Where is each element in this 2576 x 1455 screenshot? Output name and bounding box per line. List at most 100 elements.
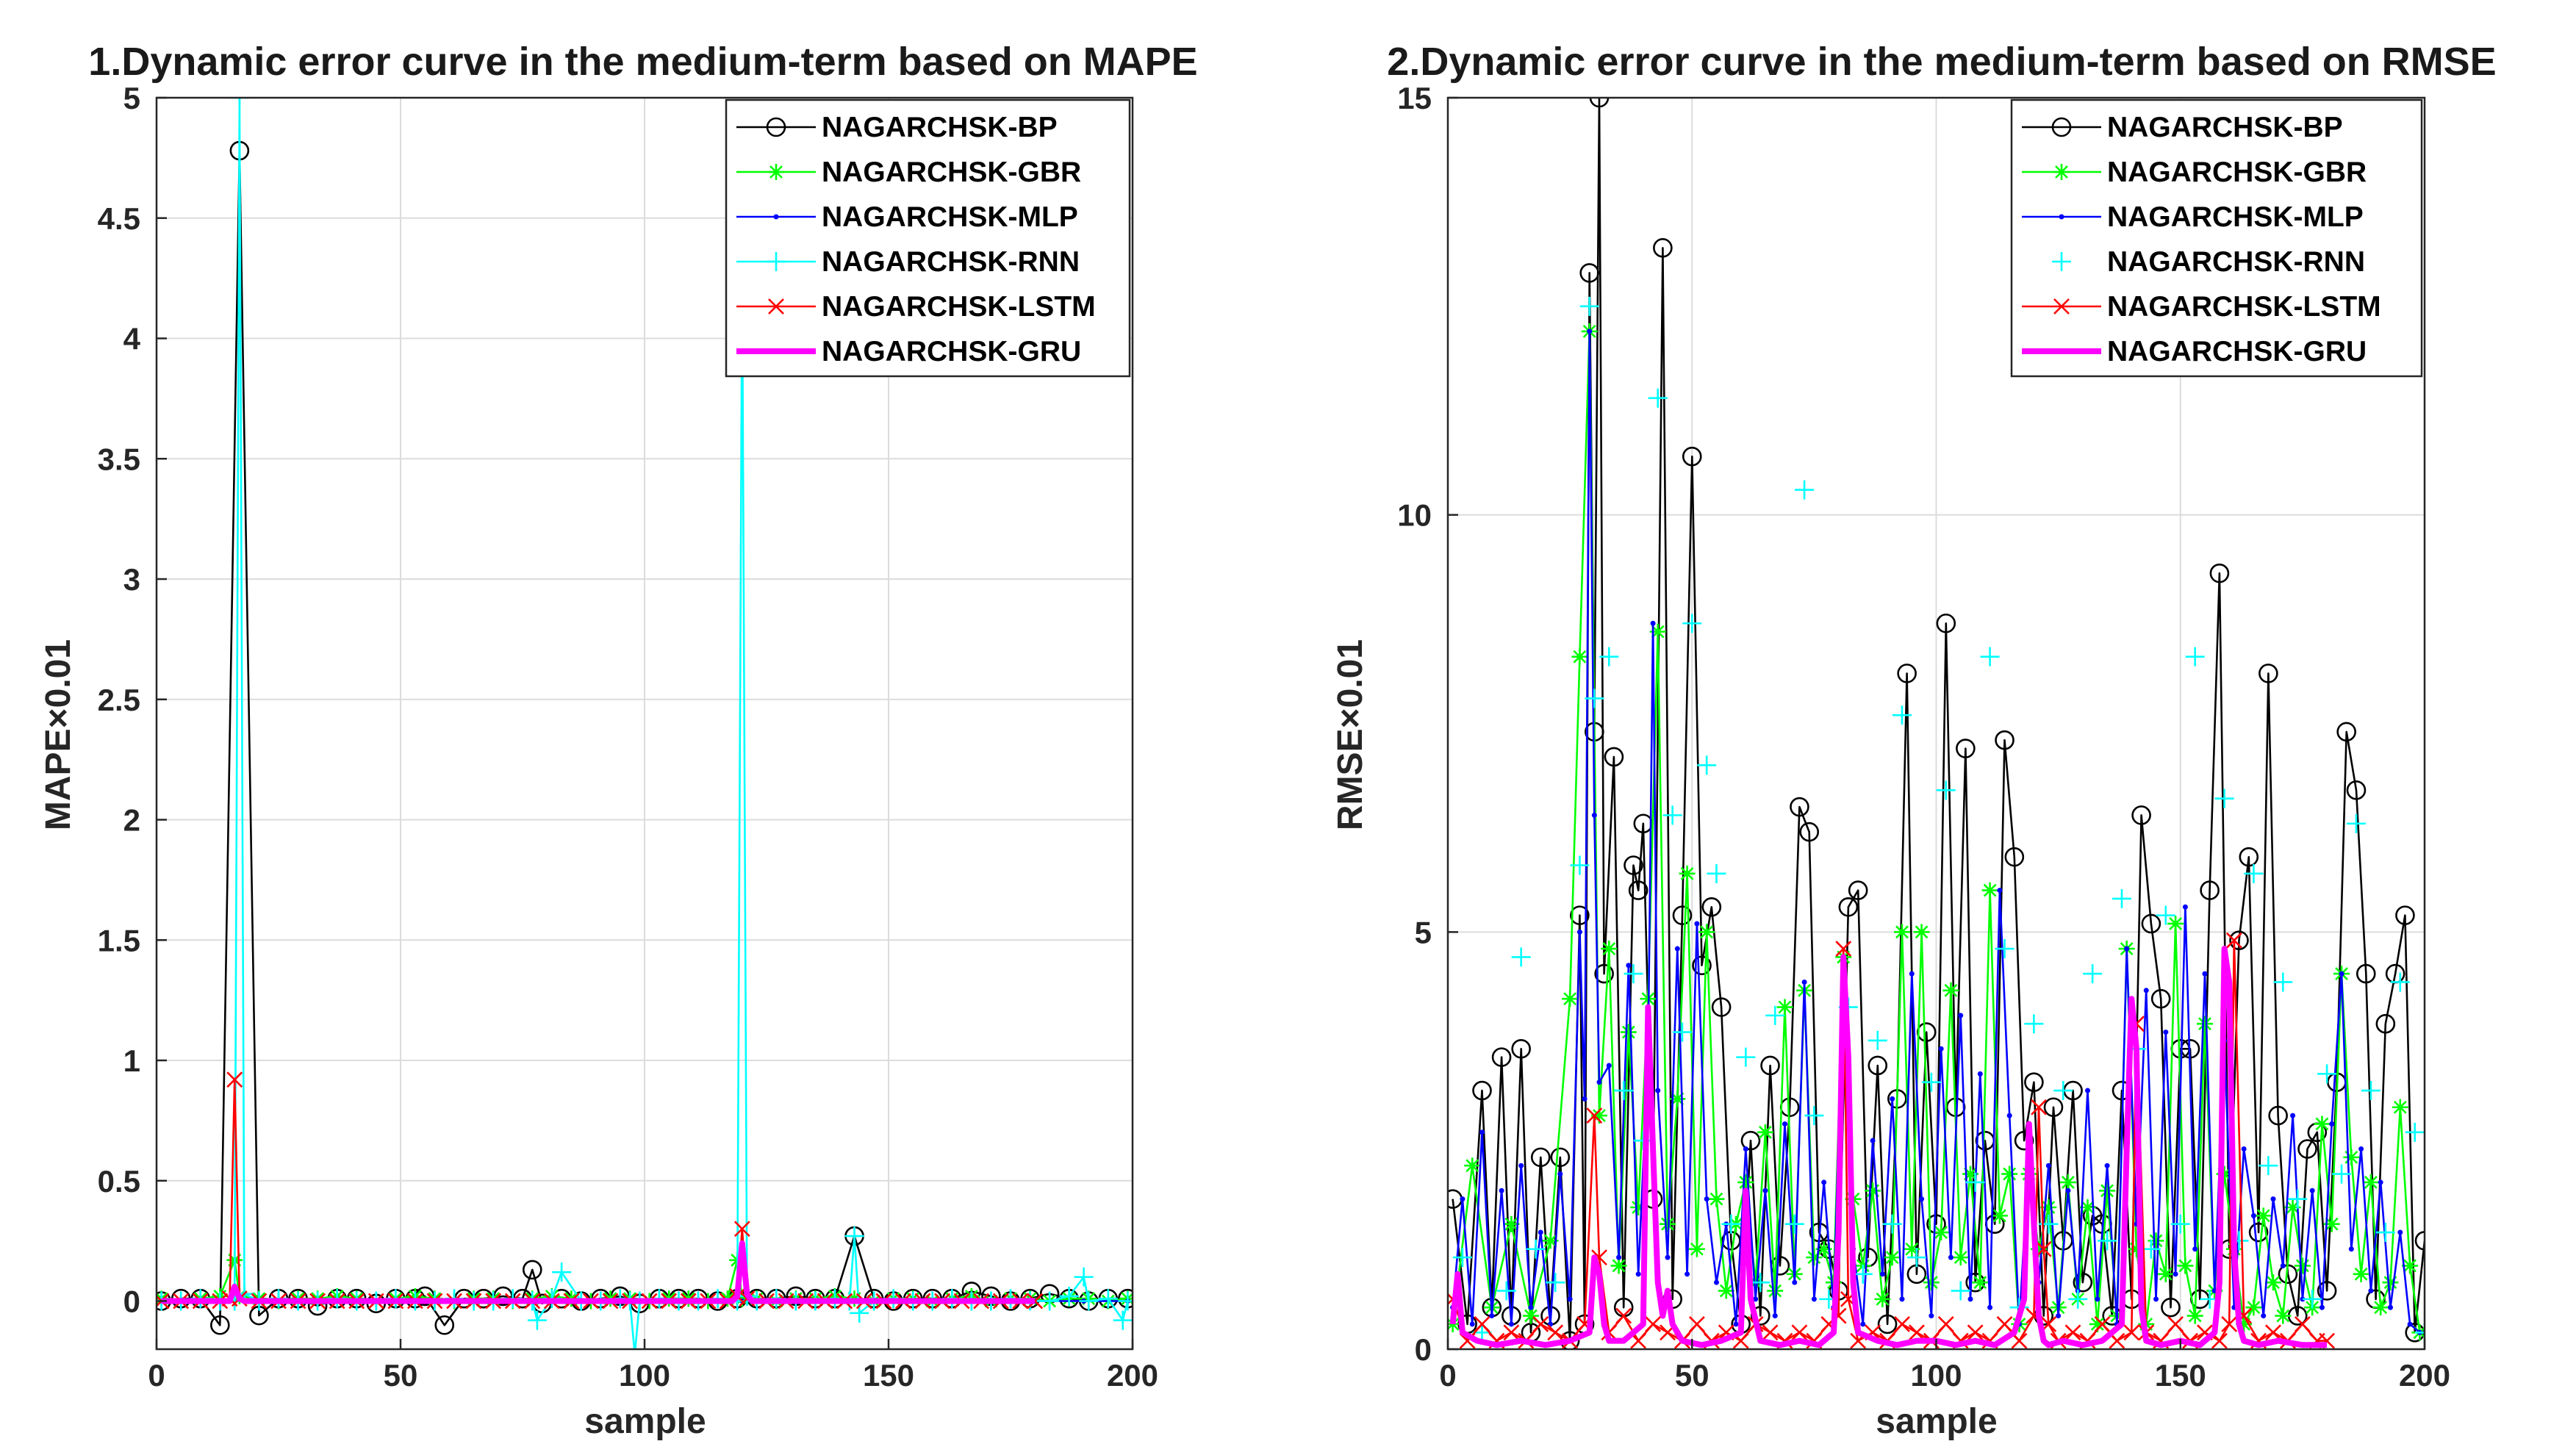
rmse-point-rnn — [1624, 964, 1643, 984]
rmse-point-mlp — [2358, 1146, 2364, 1152]
rmse-point-lstm — [1835, 941, 1852, 957]
rmse-point-gbr — [2314, 1116, 2331, 1132]
rmse-point-bp — [1570, 905, 1590, 925]
rmse-point-mlp — [1997, 888, 2003, 894]
mape-x-tick-label: 100 — [619, 1358, 670, 1393]
mape-legend-item-rnn: NAGARCHSK-RNN — [736, 246, 1080, 278]
rmse-point-gbr — [1991, 1207, 2008, 1224]
mape-y-tick-label: 5 — [123, 81, 140, 115]
rmse-point-mlp — [1713, 1279, 1719, 1285]
rmse-point-gbr — [1904, 1240, 1920, 1257]
rmse-point-rnn — [1853, 1264, 1873, 1284]
rmse-point-lstm — [2064, 1324, 2081, 1341]
rmse-point-mlp — [1792, 1279, 1798, 1285]
rmse-point-gbr — [1981, 882, 1998, 899]
rmse-point-gbr — [2001, 1165, 2018, 1182]
rmse-point-bp — [1868, 1055, 1888, 1076]
rmse-point-bp — [2414, 1231, 2425, 1251]
rmse-point-gbr — [1448, 1315, 1461, 1332]
mape-y-tick-label: 1 — [123, 1043, 140, 1078]
rmse-point-bp — [1760, 1055, 1780, 1076]
rmse-point-mlp — [1890, 1096, 1895, 1102]
rmse-point-gbr — [1688, 1240, 1705, 1257]
rmse-point-rnn — [1951, 1281, 1970, 1301]
mape-legend: NAGARCHSK-BP NAGARCHSK-GBR NAGARCHSK-MLP NA… — [725, 98, 1131, 378]
rmse-point-bp — [2200, 880, 2220, 900]
mape-legend-marker-mlp — [773, 214, 779, 220]
rmse-point-gbr — [2216, 1165, 2233, 1182]
rmse-point-lstm — [2167, 1316, 2184, 1332]
rmse-x-tick-label: 100 — [1910, 1358, 1962, 1393]
rmse-point-gbr — [2128, 1240, 2145, 1257]
rmse-point-gbr — [1962, 1165, 1979, 1182]
rmse-point-rnn — [2317, 1064, 2337, 1084]
rmse-point-gbr — [1776, 999, 1793, 1016]
rmse-legend-item-lstm: NAGARCHSK-LSTM — [2022, 291, 2381, 323]
rmse-point-mlp — [2329, 1121, 2335, 1127]
rmse-point-rnn — [2405, 1122, 2425, 1142]
rmse-point-mlp — [1626, 963, 1632, 969]
rmse-point-lstm — [2094, 1316, 2111, 1332]
rmse-point-mlp — [1674, 946, 1680, 952]
rmse-point-rnn — [1599, 647, 1619, 667]
rmse-point-bp — [1604, 747, 1624, 767]
mape-legend-item-gbr: NAGARCHSK-GBR — [736, 157, 1081, 188]
mape-legend-item-mlp: NAGARCHSK-MLP — [736, 201, 1078, 233]
rmse-point-rnn — [2415, 1323, 2425, 1343]
rmse-point-mlp — [2280, 1262, 2286, 1268]
mape-legend-marker-gbr — [768, 164, 784, 180]
rmse-point-rnn — [1868, 1030, 1887, 1050]
rmse-point-mlp — [2300, 1296, 2306, 1302]
rmse-point-gbr — [2362, 1174, 2379, 1190]
rmse-point-gbr — [2284, 1199, 2301, 1215]
mape-point-lstm — [226, 1071, 243, 1088]
rmse-point-mlp — [2095, 1296, 2100, 1302]
rmse-point-lstm — [1532, 1316, 1549, 1332]
rmse-point-bp — [1799, 822, 1820, 842]
mape-point-rnn — [527, 1310, 547, 1330]
rmse-point-mlp — [1567, 1296, 1573, 1302]
rmse-y-tick-label: 0 — [1415, 1332, 1432, 1367]
mape-point-bp — [434, 1315, 455, 1335]
rmse-point-rnn — [2083, 964, 2103, 984]
mape-x-tick-label: 50 — [384, 1358, 418, 1393]
rmse-legend-item-gbr: NAGARCHSK-GBR — [2022, 157, 2367, 188]
rmse-point-bp — [1579, 263, 1600, 283]
rmse-point-bp — [2297, 1139, 2317, 1159]
rmse-point-mlp — [2104, 1163, 2110, 1168]
rmse-point-rnn — [1882, 1214, 1902, 1234]
rmse-point-gbr — [1630, 1199, 1647, 1215]
rmse-point-mlp — [2182, 904, 2188, 910]
rmse-point-mlp — [1743, 1146, 1748, 1152]
rmse-legend-item-rnn: NAGARCHSK-RNN — [2052, 246, 2365, 278]
rmse-point-mlp — [2124, 946, 2130, 952]
rmse-point-lstm — [1503, 1324, 1520, 1341]
rmse-point-rnn — [2170, 1214, 2190, 1234]
rmse-y-tick-label: 5 — [1415, 915, 1432, 949]
rmse-point-rnn — [2361, 1081, 2381, 1101]
rmse-point-gbr — [2040, 1199, 2057, 1215]
mape-chart-panel: 1.Dynamic error curve in the medium-term… — [39, 40, 1198, 1441]
rmse-point-gbr — [2323, 1215, 2340, 1232]
rmse-point-bp — [1877, 1314, 1898, 1334]
rmse-point-rnn — [1546, 1273, 1565, 1293]
rmse-point-mlp — [2084, 1088, 2090, 1093]
rmse-point-mlp — [1616, 1254, 1622, 1260]
rmse-x-axis-label: sample — [1876, 1402, 1997, 1441]
rmse-point-gbr — [2245, 1299, 2262, 1316]
rmse-point-rnn — [2288, 1189, 2308, 1209]
rmse-point-mlp — [1538, 1229, 1543, 1235]
rmse-legend-label-gbr: NAGARCHSK-GBR — [2107, 157, 2367, 188]
mape-y-tick-label: 2 — [123, 803, 140, 838]
rmse-point-bp — [2141, 913, 2161, 934]
mape-legend-marker-rnn — [767, 252, 786, 271]
rmse-point-bp — [2014, 1130, 2034, 1151]
mape-x-axis-label: sample — [584, 1402, 706, 1441]
rmse-point-gbr — [2255, 1207, 2272, 1224]
rmse-point-rnn — [2068, 1289, 2088, 1309]
mape-point-bp — [210, 1315, 230, 1335]
rmse-point-rnn — [2141, 1239, 2161, 1259]
mape-legend-item-bp: NAGARCHSK-BP — [736, 112, 1058, 143]
rmse-point-mlp — [2339, 971, 2344, 977]
